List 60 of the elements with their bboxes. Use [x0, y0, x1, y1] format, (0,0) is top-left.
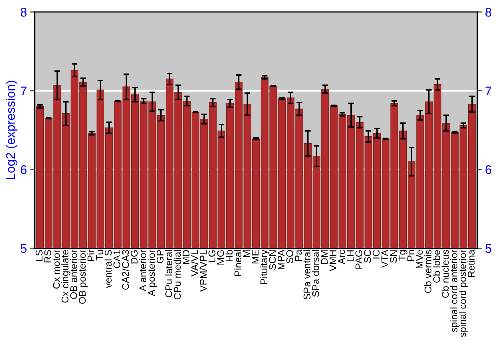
x-tick-label: Cx motor — [53, 250, 60, 289]
x-tick-label: CPu lateral — [165, 250, 172, 298]
y-tick-label: 6 — [21, 166, 27, 174]
y-tick-label: 5 — [20, 244, 27, 254]
x-tick-label: Pa — [295, 250, 302, 261]
x-tick-label: Arc — [338, 250, 346, 264]
x-tick-label: Cb nucleus — [442, 250, 449, 298]
x-tick-label: DM — [321, 250, 328, 264]
x-tick-label: Tu — [96, 250, 104, 261]
y-axis-title: Log2 (expression) — [6, 81, 18, 180]
x-tick-label: Cb vermis — [424, 250, 432, 294]
x-tick-label: VTA — [382, 250, 388, 268]
x-tick-label: SPa ventral — [304, 250, 311, 300]
x-tick-label: PAG — [356, 250, 363, 269]
y2-tick-label: 8 — [486, 8, 492, 17]
x-tick-label: OB posterior — [78, 250, 88, 304]
x-tick-label: MG — [217, 250, 224, 265]
x-tick-label: SC — [364, 250, 372, 263]
x-tick-label: Retina — [468, 250, 475, 278]
x-tick-label: spinal cord anterior — [450, 250, 460, 332]
y2-tick-label: 7 — [486, 86, 492, 96]
x-tick-label: Cx cingulate — [62, 250, 71, 303]
x-tick-label: IC — [372, 250, 380, 259]
y2-tick-label: 6 — [486, 166, 492, 174]
x-tick-label: MPA — [278, 250, 285, 270]
x-tick-label: CA2/CA3 — [122, 250, 130, 290]
x-tick-label: VA/VL — [191, 250, 198, 277]
x-tick-label: MVe — [416, 250, 424, 269]
x-tick-label: ventral S — [104, 250, 112, 288]
x-tick-label: M — [243, 250, 250, 258]
x-tick-label: DG — [130, 250, 138, 264]
x-tick-label: Tg — [399, 250, 408, 262]
x-tick-label: A posterior — [148, 250, 158, 296]
x-tick-label: GP — [156, 250, 164, 264]
x-tick-label: Pineal — [234, 250, 242, 276]
x-tick-label: Cb lobe — [433, 250, 440, 283]
x-tick-label: CPu medial — [174, 250, 182, 300]
x-tick-label: Pir — [88, 250, 95, 261]
x-tick-label: Hb — [226, 250, 233, 262]
x-tick-label: LH — [347, 250, 354, 262]
x-tick-label: LG — [208, 250, 216, 262]
x-tick-label: RS — [44, 250, 52, 263]
y-tick-label: 7 — [21, 86, 27, 96]
x-tick-label: SCN — [269, 250, 276, 270]
x-tick-label: VPM/VPL — [200, 250, 208, 292]
x-tick-label: MD — [182, 250, 190, 264]
x-tick-label: SO — [286, 250, 294, 264]
x-tick-label: LS — [36, 250, 43, 261]
x-tick-label: CA1 — [114, 250, 121, 268]
x-tick-label: SN — [390, 250, 398, 263]
x-tick-label: ME — [252, 250, 259, 264]
x-tick-label: VMH — [330, 250, 337, 272]
x-tick-label: SPa dorsal — [312, 250, 320, 297]
x-tick-label: Pituitary — [260, 250, 270, 284]
x-tick-label: OB anterior — [70, 250, 78, 300]
x-tick-label: spinal cord posterior — [459, 250, 468, 338]
y2-tick-label: 5 — [486, 244, 492, 254]
x-tick-label: Pn — [408, 250, 414, 261]
y-tick-label: 8 — [20, 8, 27, 17]
x-tick-label: A anterior — [139, 250, 147, 292]
